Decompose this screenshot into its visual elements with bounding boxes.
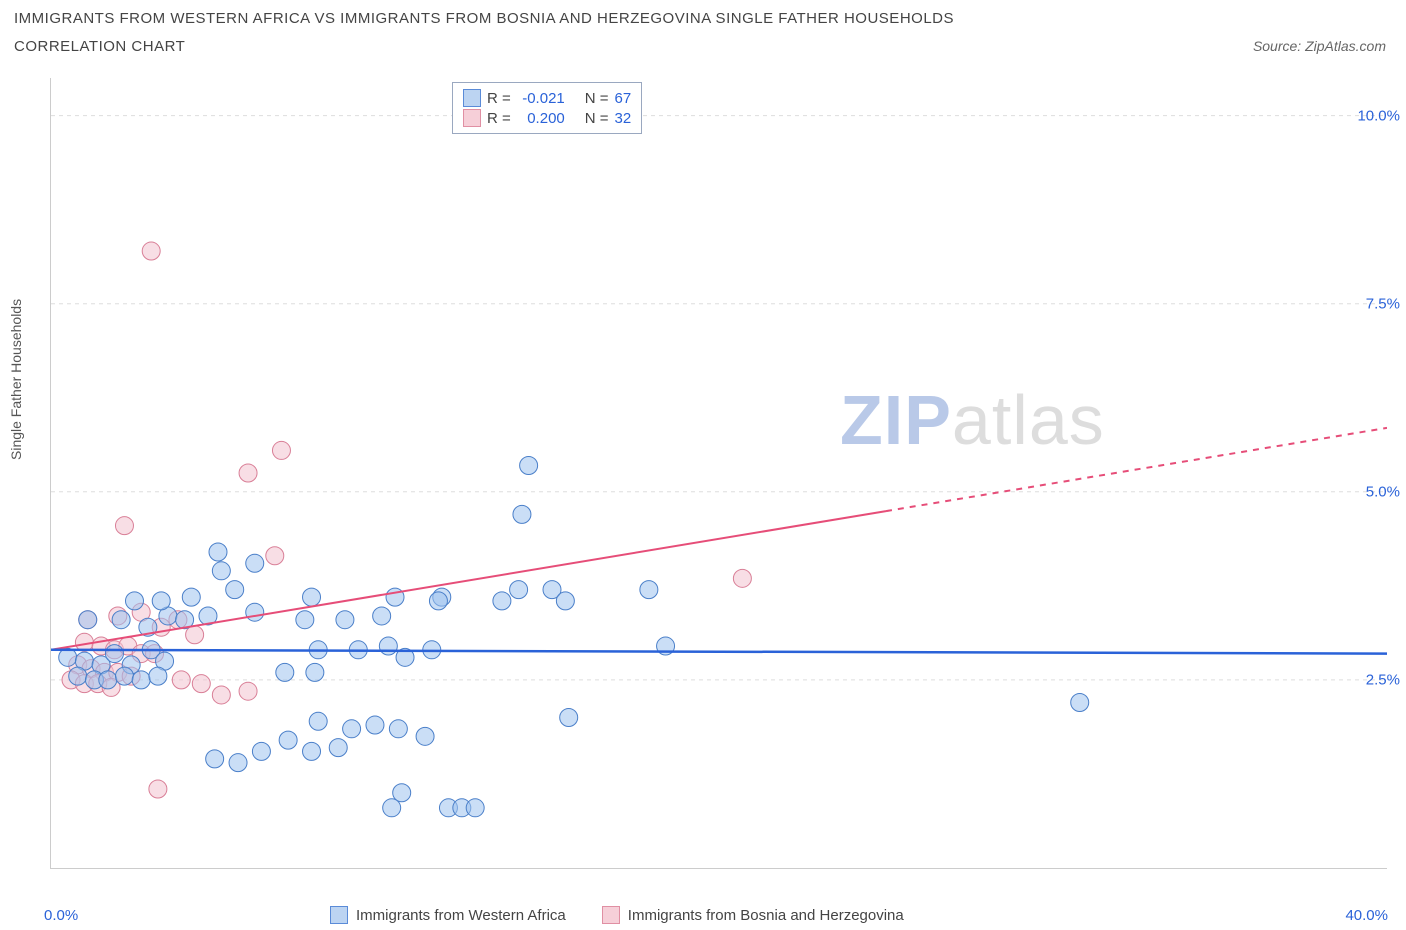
n-label: N = (585, 110, 609, 127)
legend-label: Immigrants from Bosnia and Herzegovina (628, 907, 904, 924)
legend-swatch-pink (602, 906, 620, 924)
legend-stat-row: R = 0.200 N = 32 (463, 109, 631, 127)
y-tick-label: 2.5% (1366, 671, 1400, 688)
y-tick-label: 5.0% (1366, 483, 1400, 500)
legend-statistics: R = -0.021 N = 67 R = 0.200 N = 32 (452, 82, 642, 134)
legend-label: Immigrants from Western Africa (356, 907, 566, 924)
n-value: 67 (615, 90, 632, 107)
r-value: -0.021 (517, 90, 565, 107)
legend-series: Immigrants from Western Africa Immigrant… (330, 906, 904, 924)
r-value: 0.200 (517, 110, 565, 127)
legend-swatch-blue (330, 906, 348, 924)
legend-item-pink: Immigrants from Bosnia and Herzegovina (602, 906, 904, 924)
legend-swatch-blue (463, 89, 481, 107)
x-axis-max-label: 40.0% (1345, 907, 1388, 924)
r-label: R = (487, 110, 511, 127)
legend-item-blue: Immigrants from Western Africa (330, 906, 566, 924)
legend-stat-row: R = -0.021 N = 67 (463, 89, 631, 107)
n-value: 32 (615, 110, 632, 127)
y-tick-label: 10.0% (1357, 107, 1400, 124)
source-label: Source: ZipAtlas.com (1253, 38, 1386, 54)
legend-swatch-pink (463, 109, 481, 127)
x-axis-min-label: 0.0% (44, 907, 78, 924)
y-tick-label: 7.5% (1366, 295, 1400, 312)
r-label: R = (487, 90, 511, 107)
n-label: N = (585, 90, 609, 107)
y-axis-label: Single Father Households (8, 299, 24, 460)
chart-title-line1: IMMIGRANTS FROM WESTERN AFRICA VS IMMIGR… (14, 10, 954, 27)
chart-title-line2: CORRELATION CHART (14, 38, 185, 55)
scatter-plot (50, 78, 1387, 869)
